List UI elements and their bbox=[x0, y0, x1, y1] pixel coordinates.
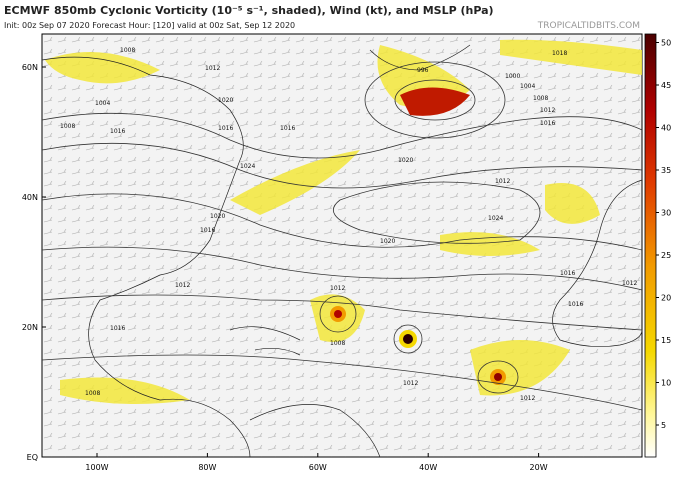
colorbar bbox=[644, 33, 657, 458]
isobars bbox=[41, 61, 643, 411]
coastlines bbox=[41, 44, 643, 458]
isobar-label: 1016 bbox=[540, 120, 555, 127]
isobar-label: 1020 bbox=[210, 213, 225, 220]
isobar-label: 1012 bbox=[520, 395, 535, 402]
colorbar-label: 25 bbox=[661, 251, 671, 260]
isobar-label: 1012 bbox=[622, 280, 637, 287]
isobar-label: 1008 bbox=[533, 95, 548, 102]
isobar-label: 1008 bbox=[120, 47, 135, 54]
isobar-label: 1012 bbox=[540, 107, 555, 114]
isobar-label: 1024 bbox=[240, 163, 255, 170]
colorbar-label: 5 bbox=[661, 421, 666, 430]
colorbar-label: 20 bbox=[661, 294, 671, 303]
isobar-label: 1008 bbox=[60, 123, 75, 130]
lon-label: 80W bbox=[198, 463, 216, 472]
isobar-label: 1012 bbox=[495, 178, 510, 185]
isobar-label: 1012 bbox=[175, 282, 190, 289]
lon-label: 100W bbox=[85, 463, 108, 472]
isobar-label: 1012 bbox=[205, 65, 220, 72]
isobar-label: 1016 bbox=[200, 227, 215, 234]
isobar-label: 1024 bbox=[488, 215, 503, 222]
colorbar-label: 30 bbox=[661, 209, 671, 218]
lon-label: 60W bbox=[309, 463, 327, 472]
colorbar-label: 40 bbox=[661, 124, 671, 133]
colorbar-label: 10 bbox=[661, 379, 671, 388]
colorbar-label: 45 bbox=[661, 81, 671, 90]
isobar-label: 1016 bbox=[560, 270, 575, 277]
lon-label: 20W bbox=[530, 463, 548, 472]
isobar-label: 1016 bbox=[110, 325, 125, 332]
isobar-label: 1020 bbox=[218, 97, 233, 104]
isobar-label: 1008 bbox=[85, 390, 100, 397]
subtitle: Init: 00z Sep 07 2020 Forecast Hour: [12… bbox=[4, 21, 295, 30]
colorbar-label: 50 bbox=[661, 39, 671, 48]
isobar-label: 1004 bbox=[520, 83, 535, 90]
isobar-label: 1020 bbox=[380, 238, 395, 245]
isobar-label: 1016 bbox=[280, 125, 295, 132]
title: ECMWF 850mb Cyclonic Vorticity (10⁻⁵ s⁻¹… bbox=[4, 4, 494, 17]
storms bbox=[330, 87, 506, 385]
isobar-label: 1004 bbox=[95, 100, 110, 107]
isobar-label: 1020 bbox=[398, 157, 413, 164]
isobar-label: 996 bbox=[417, 67, 429, 74]
watermark: TROPICALTIDBITS.COM bbox=[537, 21, 640, 31]
colorbar-label: 15 bbox=[661, 336, 671, 345]
lat-label: 40N bbox=[22, 193, 38, 202]
lat-label: 20N bbox=[22, 323, 38, 332]
colorbar-label: 35 bbox=[661, 166, 671, 175]
lat-label: EQ bbox=[27, 453, 38, 462]
isobar-label: 1016 bbox=[218, 125, 233, 132]
lon-label: 40W bbox=[419, 463, 437, 472]
isobar-label: 1018 bbox=[552, 50, 567, 57]
isobar-label: 1008 bbox=[330, 340, 345, 347]
isobar-label: 1012 bbox=[403, 380, 418, 387]
map-frame: 1008 1012 1004 1008 1016 1020 1016 1024 1020 1016… bbox=[41, 33, 643, 458]
isobar-label: 1016 bbox=[568, 301, 583, 308]
isobar-label: 1012 bbox=[330, 285, 345, 292]
lat-label: 60N bbox=[22, 63, 38, 72]
isobar-label: 1000 bbox=[505, 73, 520, 80]
isobar-label: 1016 bbox=[110, 128, 125, 135]
